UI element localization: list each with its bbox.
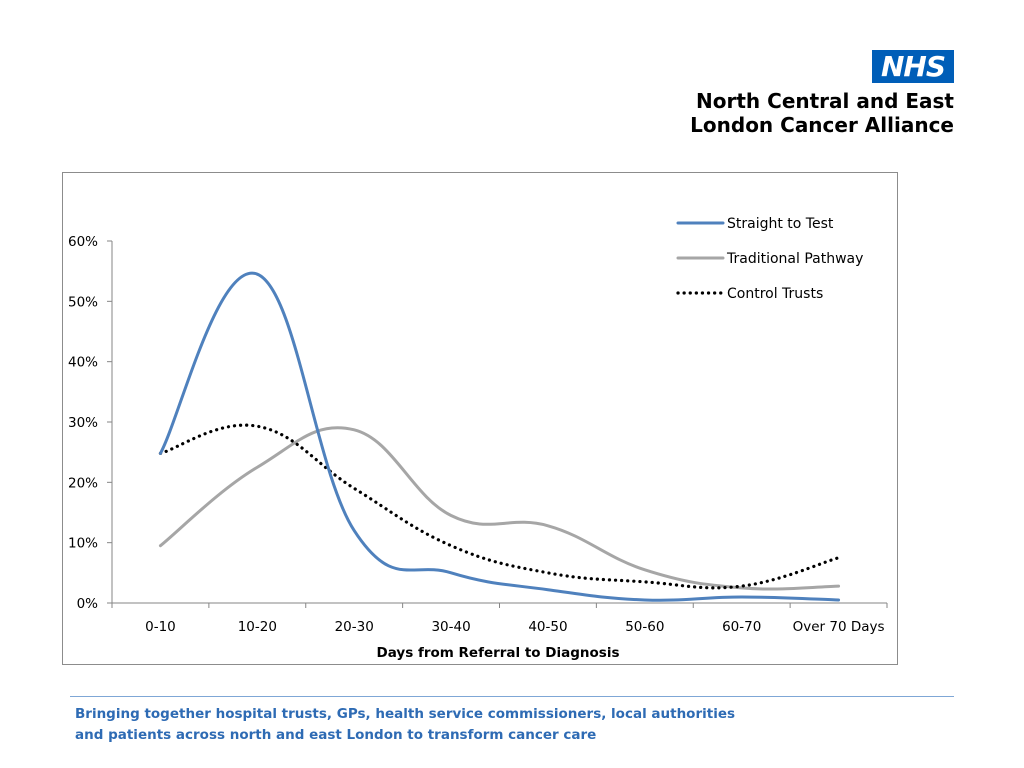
y-tick-label: 10% [68, 536, 98, 552]
axes: 0% 10% 20% 30% 40% 50% 60% 0-10 10-20 20-30 30-40 4… [68, 234, 888, 635]
x-tick-label: 40-50 [528, 619, 567, 635]
legend: Straight to Test Traditional Pathway Contr… [676, 216, 863, 302]
x-axis-title: Days from Referral to Diagnosis [377, 645, 620, 661]
y-tick-label: 50% [68, 294, 98, 310]
footer-divider [70, 696, 954, 697]
series-line-control-trusts [158, 423, 841, 590]
series-lines [158, 271, 841, 602]
y-tick-label: 0% [77, 596, 99, 612]
x-tick-label: Over 70 Days [793, 619, 885, 635]
y-tick-label: 40% [68, 355, 98, 371]
x-tick-label: 60-70 [722, 619, 761, 635]
footer-tagline: Bringing together hospital trusts, GPs, … [75, 704, 775, 746]
chart-frame: 0% 10% 20% 30% 40% 50% 60% 0-10 10-20 20-30 30-40 4… [62, 172, 898, 665]
x-tick-label: 20-30 [335, 619, 374, 635]
x-tick-label: 0-10 [145, 619, 176, 635]
y-tick-label: 30% [68, 415, 98, 431]
x-tick-label: 50-60 [625, 619, 664, 635]
organisation-name: North Central and East London Cancer All… [690, 89, 954, 137]
organisation-name-line1: North Central and East [696, 89, 954, 113]
line-chart: 0% 10% 20% 30% 40% 50% 60% 0-10 10-20 20-30 30-40 4… [68, 216, 888, 661]
legend-label-straight-to-test: Straight to Test [727, 216, 834, 232]
y-tick-label: 20% [68, 475, 98, 491]
series-line-straight-to-test [158, 271, 841, 602]
y-tick-label: 60% [68, 234, 98, 250]
footer-tagline-line2: and patients across north and east Londo… [75, 727, 597, 743]
series-line-traditional-pathway [158, 426, 841, 591]
x-tick-label: 30-40 [431, 619, 470, 635]
organisation-name-line2: London Cancer Alliance [690, 113, 954, 137]
legend-label-control-trusts: Control Trusts [727, 286, 823, 302]
legend-label-traditional-pathway: Traditional Pathway [726, 251, 863, 267]
x-tick-label: 10-20 [238, 619, 277, 635]
footer-tagline-line1: Bringing together hospital trusts, GPs, … [75, 706, 736, 722]
nhs-logo: NHS [872, 50, 954, 83]
